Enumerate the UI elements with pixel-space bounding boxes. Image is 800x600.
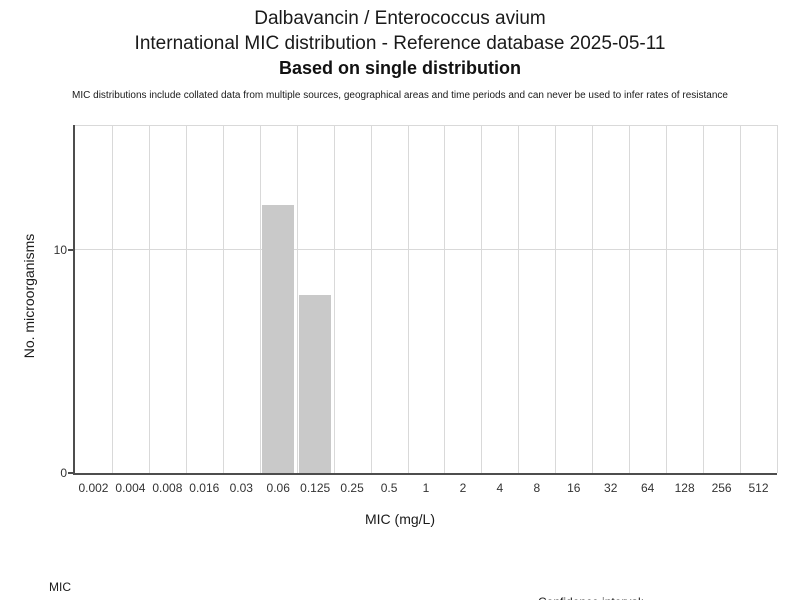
- x-axis-title: MIC (mg/L): [365, 511, 435, 527]
- x-tick-label: 512: [748, 481, 769, 495]
- x-tick-labels: 0.002 0.004 0.008 0.016 0.03 0.06 0.125 0.25 0.5…: [75, 481, 777, 497]
- x-tick-label: 0.06: [266, 481, 290, 495]
- plot-border-top: [75, 125, 778, 126]
- x-tick-label: 256: [711, 481, 732, 495]
- x-tick-label: 64: [640, 481, 655, 495]
- y-tick-mark: [68, 248, 75, 251]
- x-tick-label: 0.25: [340, 481, 364, 495]
- x-tick-label: 0.008: [152, 481, 183, 495]
- vertical-gridline: [555, 125, 557, 473]
- vertical-gridline: [407, 125, 409, 473]
- chart-header: Dalbavancin / Enterococcus avium Interna…: [0, 7, 800, 81]
- vertical-gridline: [740, 125, 742, 473]
- plot-border-right: [777, 125, 778, 473]
- vertical-gridline: [592, 125, 594, 473]
- vertical-gridline: [333, 125, 335, 473]
- vertical-gridline: [481, 125, 483, 473]
- vertical-gridline: [666, 125, 668, 473]
- disclaimer-text: MIC distributions include collated data …: [72, 90, 728, 101]
- vertical-gridline: [444, 125, 446, 473]
- plot-area: [68, 125, 778, 475]
- x-tick-label: 8: [533, 481, 541, 495]
- x-tick-label: 0.03: [229, 481, 253, 495]
- x-tick-label: 0.004: [115, 481, 146, 495]
- vertical-gridline: [629, 125, 631, 473]
- vertical-gridline: [259, 125, 261, 473]
- vertical-gridline: [518, 125, 520, 473]
- x-tick-label: 16: [567, 481, 581, 495]
- x-tick-label: 0.016: [189, 481, 220, 495]
- mic-bar-0.125: [298, 294, 332, 473]
- x-tick-label: 32: [604, 481, 618, 495]
- x-tick-label: 4: [496, 481, 504, 495]
- horizontal-gridline: [75, 248, 778, 250]
- chart-title: Dalbavancin / Enterococcus avium: [254, 8, 546, 29]
- vertical-gridline: [148, 125, 150, 473]
- vertical-gridline: [222, 125, 224, 473]
- footer-mic-label: MIC: [49, 580, 71, 594]
- footer-confidence-line: Confidence interval: -: [538, 595, 651, 600]
- vertical-gridline: [370, 125, 372, 473]
- x-tick-label: 0.5: [380, 481, 398, 495]
- vertical-gridline: [296, 125, 298, 473]
- vertical-gridline: [185, 125, 187, 473]
- footer-right: Confidence interval: - 20 observations: [538, 567, 651, 600]
- chart-emphasis: Based on single distribution: [278, 58, 521, 78]
- y-axis-line: [73, 125, 75, 475]
- chart-subtitle: International MIC distribution - Referen…: [134, 33, 666, 54]
- y-tick-mark: [68, 472, 75, 474]
- x-tick-label: 128: [674, 481, 695, 495]
- vertical-gridline: [111, 125, 113, 473]
- mic-bar-0.06: [262, 205, 295, 473]
- y-tick-label: 10: [53, 242, 67, 257]
- x-tick-label: 0.125: [300, 481, 331, 495]
- x-axis-line: [73, 473, 777, 475]
- footer-left: MIC Epidemiological cut-off (ECOFF): - W…: [49, 554, 232, 600]
- x-tick-label: 1: [422, 481, 430, 495]
- y-tick-labels: 0 10: [0, 125, 67, 480]
- x-tick-label: 0.002: [78, 481, 109, 495]
- vertical-gridline: [703, 125, 705, 473]
- x-tick-label: 2: [459, 481, 467, 495]
- y-tick-label: 0: [60, 466, 67, 480]
